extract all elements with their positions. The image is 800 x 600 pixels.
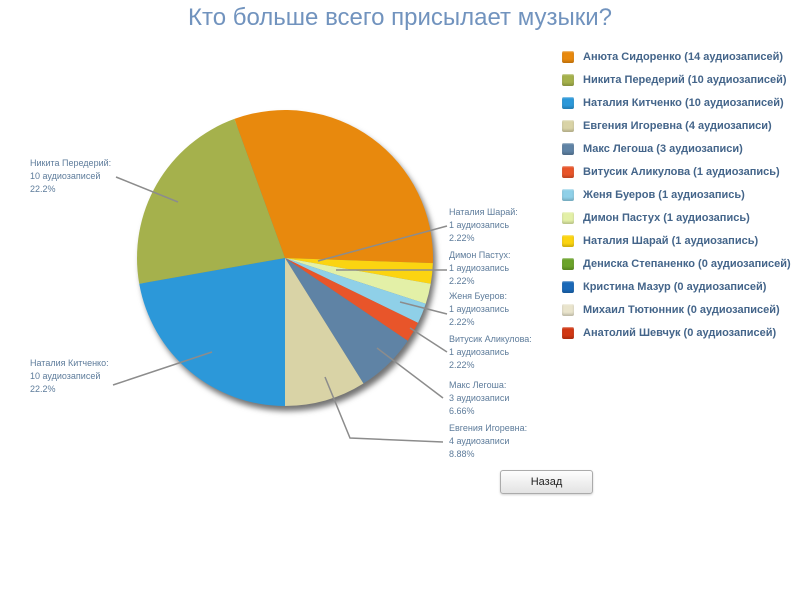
leader-line — [409, 327, 448, 353]
legend-color-swatch — [562, 212, 574, 224]
legend-color-swatch — [562, 281, 574, 293]
leader-line — [112, 351, 213, 386]
callout-percent: 2.22% — [449, 233, 475, 243]
leader-line — [115, 176, 179, 203]
callout-count: 1 аудиозапись — [449, 347, 510, 357]
pie-slice[interactable] — [285, 258, 364, 406]
back-button[interactable]: Назад — [500, 470, 593, 494]
legend-color-swatch — [562, 235, 574, 247]
legend-item[interactable]: Женя Буеров (1 аудиозапись) — [562, 189, 791, 201]
slice-callout-legosha: Макс Легоша: 3 аудиозаписи 6.66% — [449, 379, 509, 418]
callout-count: 10 аудиозаписей — [30, 371, 101, 381]
legend-item[interactable]: Михаил Тютюнник (0 аудиозаписей) — [562, 304, 791, 316]
callout-percent: 2.22% — [449, 317, 475, 327]
slice-callout-igorevna: Евгения Игоревна: 4 аудиозаписи 8.88% — [449, 422, 527, 461]
legend-item[interactable]: Наталия Шарай (1 аудиозапись) — [562, 235, 791, 247]
callout-percent: 22.2% — [30, 184, 56, 194]
legend-item-label: Димон Пастух (1 аудиозапись) — [583, 212, 750, 224]
legend-color-swatch — [562, 51, 574, 63]
pie-chart — [137, 110, 434, 406]
pie-slice[interactable] — [139, 258, 285, 406]
leader-line — [317, 225, 448, 262]
slice-callout-pastukh: Димон Пастух: 1 аудиозапись 2.22% — [449, 249, 510, 288]
callout-percent: 8.88% — [449, 449, 475, 459]
callout-count: 1 аудиозапись — [449, 304, 510, 314]
callout-name: Витусик Аликулова: — [449, 334, 532, 344]
legend-color-swatch — [562, 97, 574, 109]
legend-item[interactable]: Витусик Аликулова (1 аудиозапись) — [562, 166, 791, 178]
slice-callout-nikita: Никита Передерий: 10 аудиозаписей 22.2% — [30, 157, 111, 196]
callout-percent: 2.22% — [449, 276, 475, 286]
callout-name: Евгения Игоревна: — [449, 423, 528, 433]
pie-slice[interactable] — [234, 110, 434, 264]
leader-lines — [112, 176, 448, 443]
legend-item-label: Михаил Тютюнник (0 аудиозаписей) — [583, 304, 780, 316]
legend-item[interactable]: Наталия Китченко (10 аудиозаписей) — [562, 97, 791, 109]
pie-slice[interactable] — [285, 258, 408, 384]
legend-item[interactable]: Кристина Мазур (0 аудиозаписей) — [562, 281, 791, 293]
leader-line — [324, 376, 444, 443]
page-title: Кто больше всего присылает музыки? — [188, 4, 612, 31]
callout-name: Наталия Китченко: — [30, 358, 109, 368]
legend-color-swatch — [562, 166, 574, 178]
pie-slice[interactable] — [285, 258, 431, 304]
leader-line — [399, 301, 448, 315]
callout-percent: 2.22% — [449, 360, 475, 370]
legend-color-swatch — [562, 327, 574, 339]
legend-color-swatch — [562, 143, 574, 155]
legend-item-label: Дениска Степаненко (0 аудиозаписей) — [583, 258, 791, 270]
callout-percent: 22.2% — [30, 384, 56, 394]
chart-legend: Анюта Сидоренко (14 аудиозаписей) Никита … — [562, 51, 791, 350]
legend-item-label: Наталия Шарай (1 аудиозапись) — [583, 235, 759, 247]
callout-percent: 6.66% — [449, 406, 475, 416]
slice-callout-sharay: Наталия Шарай: 1 аудиозапись 2.22% — [449, 206, 518, 245]
callout-name: Димон Пастух: — [449, 250, 511, 260]
slice-callout-alikulova: Витусик Аликулова: 1 аудиозапись 2.22% — [449, 333, 532, 372]
callout-name: Макс Легоша: — [449, 380, 507, 390]
callout-name: Наталия Шарай: — [449, 207, 518, 217]
callout-name: Женя Буеров: — [449, 291, 507, 301]
legend-item-label: Женя Буеров (1 аудиозапись) — [583, 189, 745, 201]
legend-item-label: Анатолий Шевчук (0 аудиозаписей) — [583, 327, 777, 339]
callout-count: 3 аудиозаписи — [449, 393, 510, 403]
legend-item-label: Кристина Мазур (0 аудиозаписей) — [583, 281, 767, 293]
legend-item-label: Анюта Сидоренко (14 аудиозаписей) — [583, 51, 784, 63]
legend-color-swatch — [562, 120, 574, 132]
legend-item-label: Витусик Аликулова (1 аудиозапись) — [583, 166, 780, 178]
legend-item[interactable]: Димон Пастух (1 аудиозапись) — [562, 212, 791, 224]
callout-count: 1 аудиозапись — [449, 220, 510, 230]
legend-item-label: Евгения Игоревна (4 аудиозаписи) — [583, 120, 772, 132]
callout-name: Никита Передерий: — [30, 158, 112, 168]
legend-item[interactable]: Анюта Сидоренко (14 аудиозаписей) — [562, 51, 791, 63]
slice-callout-kitchenko: Наталия Китченко: 10 аудиозаписей 22.2% — [30, 357, 109, 396]
legend-item[interactable]: Макс Легоша (3 аудиозаписи) — [562, 143, 791, 155]
legend-color-swatch — [562, 189, 574, 201]
legend-item[interactable]: Анатолий Шевчук (0 аудиозаписей) — [562, 327, 791, 339]
pie-slice[interactable] — [285, 258, 419, 341]
pie-slice[interactable] — [285, 258, 433, 284]
legend-item-label: Никита Передерий (10 аудиозаписей) — [583, 74, 787, 86]
legend-item[interactable]: Евгения Игоревна (4 аудиозаписи) — [562, 120, 791, 132]
legend-item-label: Макс Легоша (3 аудиозаписи) — [583, 143, 743, 155]
legend-item[interactable]: Дениска Степаненко (0 аудиозаписей) — [562, 258, 791, 270]
pie-slice[interactable] — [137, 118, 285, 284]
slice-callout-buerov: Женя Буеров: 1 аудиозапись 2.22% — [449, 290, 509, 329]
legend-item[interactable]: Никита Передерий (10 аудиозаписей) — [562, 74, 791, 86]
leader-line — [376, 347, 444, 399]
pie-slice[interactable] — [285, 258, 426, 323]
legend-color-swatch — [562, 258, 574, 270]
callout-count: 1 аудиозапись — [449, 263, 510, 273]
legend-color-swatch — [562, 74, 574, 86]
callout-count: 4 аудиозаписи — [449, 436, 510, 446]
callout-count: 10 аудиозаписей — [30, 171, 101, 181]
legend-item-label: Наталия Китченко (10 аудиозаписей) — [583, 97, 784, 109]
legend-color-swatch — [562, 304, 574, 316]
